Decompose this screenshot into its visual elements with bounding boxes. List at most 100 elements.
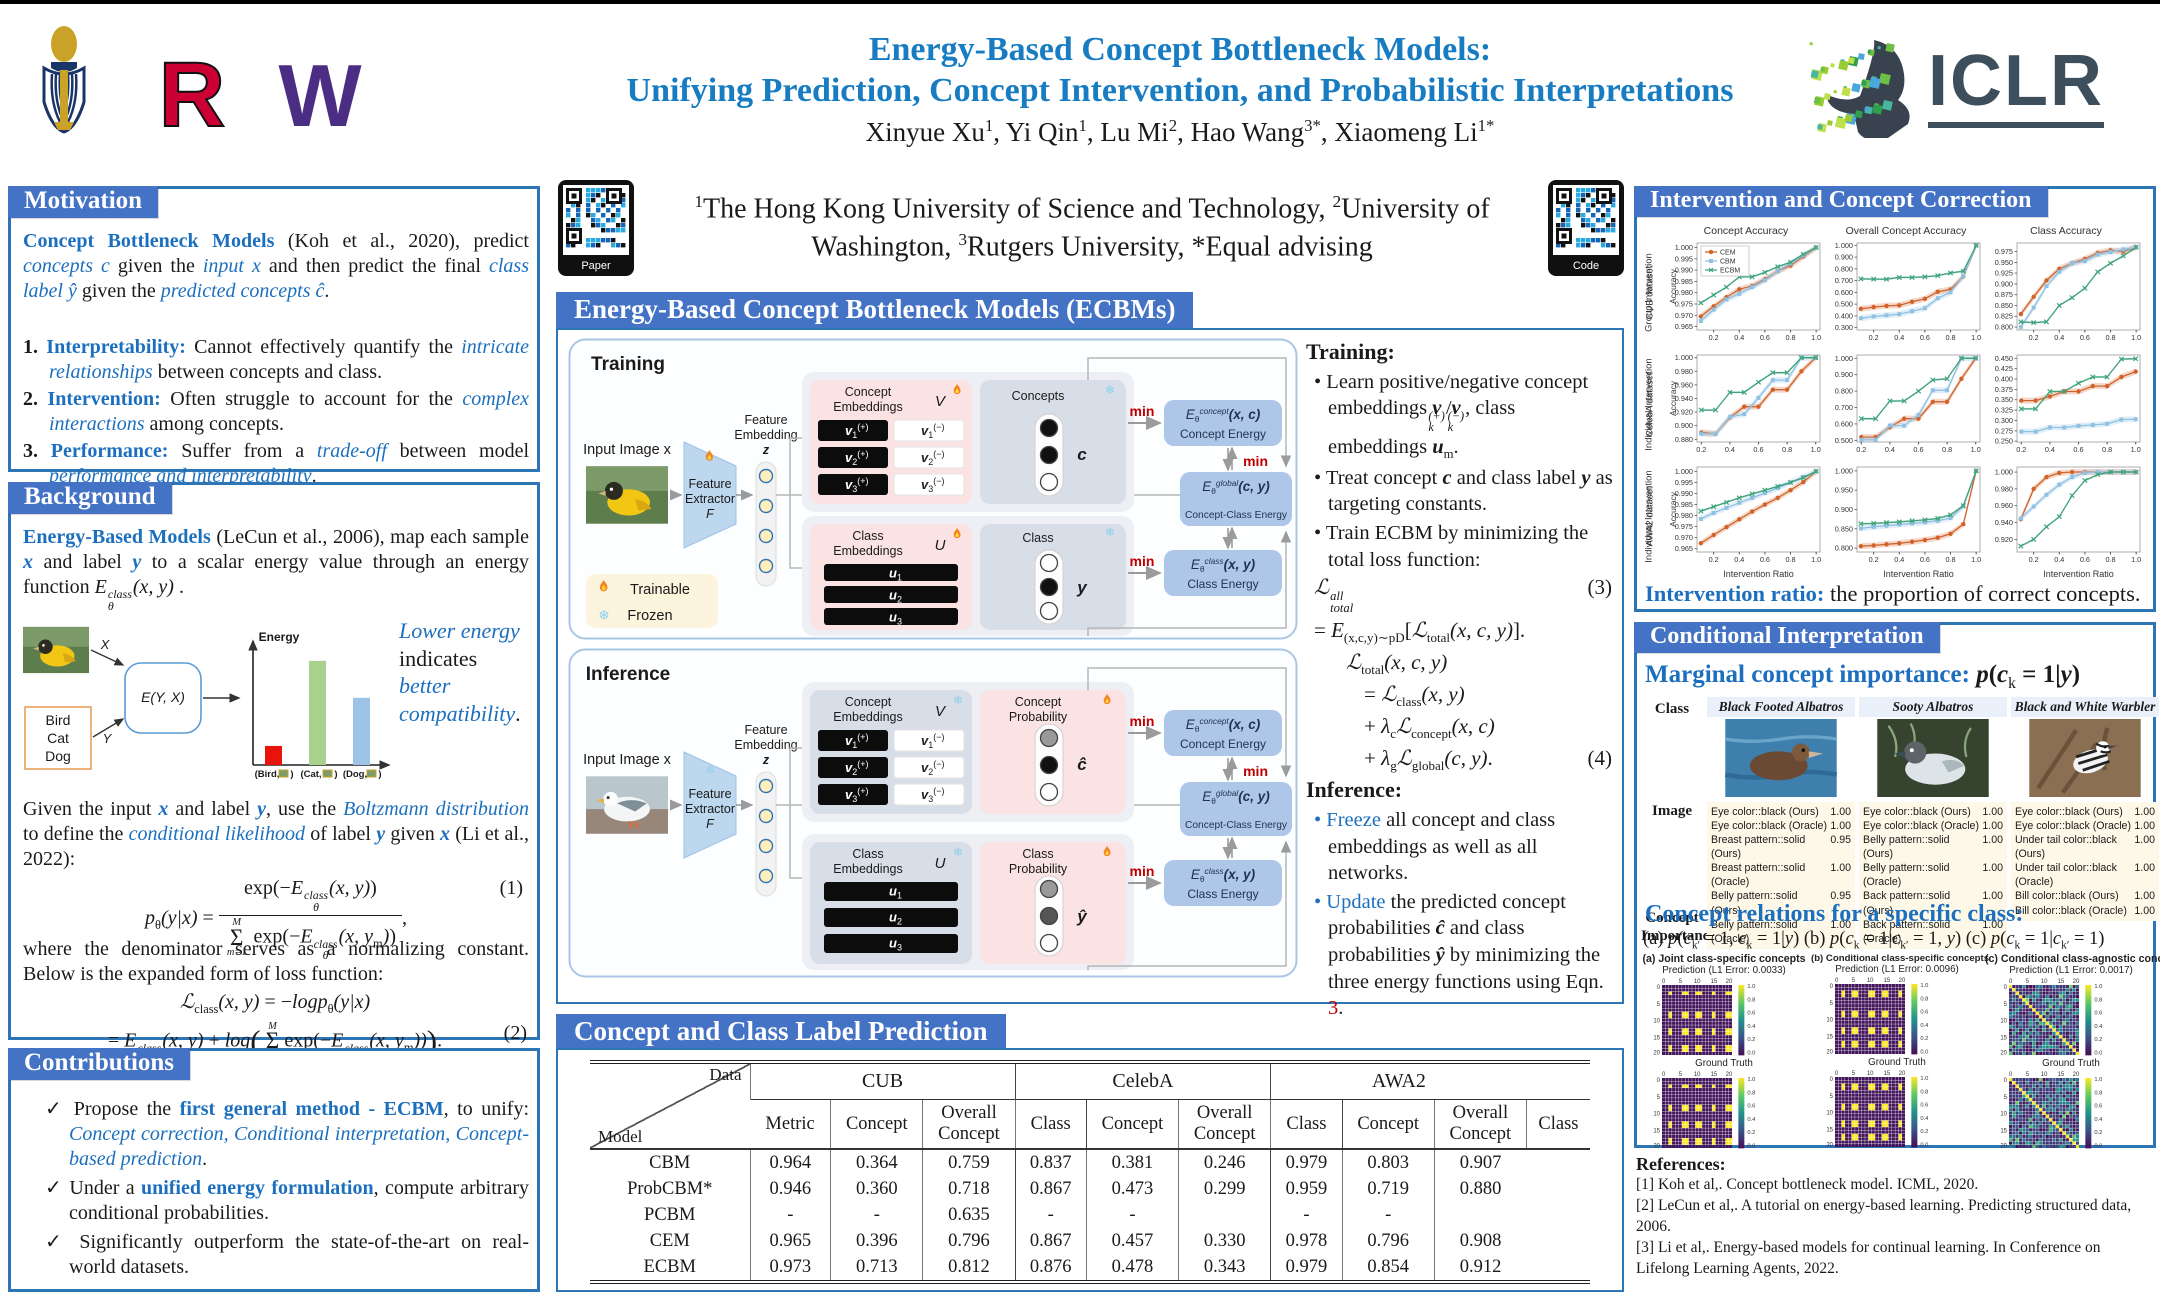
- svg-text:0.6: 0.6: [1920, 1010, 1928, 1016]
- poster-title: Energy-Based Concept Bottleneck Models: …: [560, 30, 1800, 112]
- svg-text:1.0: 1.0: [1747, 984, 1755, 990]
- svg-text:0.0: 0.0: [1920, 1049, 1928, 1055]
- ebm-note: Lower energy indicates better compatibility…: [399, 617, 535, 727]
- svg-text:0.980: 0.980: [1675, 511, 1693, 520]
- svg-text:v1(−): v1(−): [921, 422, 945, 440]
- chart-column-title: Overall Concept Accuracy: [1845, 225, 1967, 237]
- svg-text:0.8: 0.8: [1942, 445, 1952, 454]
- svg-text:0.400: 0.400: [1835, 311, 1853, 320]
- svg-text:15: 15: [1826, 1127, 1833, 1133]
- svg-text:1.0: 1.0: [1971, 333, 1981, 342]
- flame-icon: [1103, 846, 1111, 857]
- svg-text:0.2: 0.2: [2029, 555, 2039, 564]
- svg-text:0.600: 0.600: [1835, 419, 1853, 428]
- energy-bar: [309, 660, 326, 765]
- text-line: Lower energy: [399, 618, 520, 643]
- svg-text:5: 5: [1679, 1072, 1683, 1078]
- svg-text:Eθglobal(c, y): Eθglobal(c, y): [1202, 788, 1270, 806]
- svg-text:Concept Energy: Concept Energy: [1180, 427, 1266, 441]
- text-line: ✓ Propose the first general method - ECB…: [45, 1098, 529, 1170]
- svg-text:0.800: 0.800: [1835, 387, 1853, 396]
- intervention-plot: 0.800 0.850 0.900 0.950 1.000 0.2 0.4 0.6 0.8 1.0…: [1835, 466, 1982, 579]
- energy-bar: [353, 697, 370, 765]
- svg-text:1.0: 1.0: [1811, 555, 1821, 564]
- svg-text:0.2: 0.2: [2094, 1037, 2102, 1043]
- svg-text:Feature: Feature: [688, 787, 731, 801]
- svg-text:0.2: 0.2: [2094, 1130, 2102, 1136]
- conditional-tab: Conditional Interpretation: [1634, 622, 1940, 653]
- marginal-column: Black and White Warbler Eye color::black …: [2011, 697, 2159, 949]
- ground-truth-heatmap: 00 5 5 10 10 15 15 20 20 1.0 0.8 0.6 0.4 0.2 0.0: [2000, 1072, 2103, 1150]
- svg-text:v3(−): v3(−): [921, 786, 945, 804]
- conditional-subtitle: Marginal concept importance: p(ck = 1|y): [1645, 661, 2081, 692]
- svg-text:0.985: 0.985: [1675, 277, 1693, 286]
- intervention-plot: 0.920 0.940 0.960 0.980 1.000 0.2 0.4 0.6 0.8 1.0…: [1995, 466, 2141, 579]
- svg-text:0.425: 0.425: [1995, 364, 2013, 373]
- title-line2: Unifying Prediction, Concept Interventio…: [626, 71, 1734, 109]
- snowflake-icon: ❄: [598, 607, 610, 623]
- svg-text:V: V: [935, 393, 947, 410]
- text-line: compatibility.: [399, 700, 521, 726]
- svg-text:1.0: 1.0: [2094, 1077, 2102, 1083]
- svg-text:v1(+): v1(+): [845, 732, 869, 750]
- svg-text:W: W: [278, 52, 361, 144]
- svg-text:Paper: Paper: [581, 260, 611, 272]
- prediction-heatmap: 00 5 5 10 10 15 15 20 20 1.0 0.8 0.6 0.4 0.2 0.0: [2000, 979, 2103, 1057]
- svg-text:0.6: 0.6: [1913, 445, 1923, 454]
- svg-text:min: min: [1130, 863, 1155, 879]
- intervention-panel: Intervention and Concept Correction Conc…: [1634, 186, 2156, 612]
- svg-text:1.000: 1.000: [1675, 467, 1693, 476]
- svg-text:min: min: [1243, 453, 1268, 469]
- svg-text:1.000: 1.000: [1995, 468, 2013, 477]
- svg-text:0.970: 0.970: [1675, 311, 1693, 320]
- svg-text:0.960: 0.960: [1995, 501, 2013, 510]
- text-line: ℒclass(x, y) = −logpθ(y|x): [179, 989, 371, 1016]
- svg-text:15: 15: [1653, 1128, 1660, 1134]
- svg-text:10: 10: [1694, 979, 1701, 985]
- svg-text:Accuracy: Accuracy: [1669, 491, 1678, 527]
- qr-code-code: Code: [1548, 180, 1624, 276]
- references-list: [1] Koh et al,. Concept bottleneck model…: [1636, 1175, 2156, 1280]
- svg-text:20: 20: [1726, 979, 1733, 985]
- svg-text:Feature: Feature: [744, 723, 787, 737]
- svg-text:v3(+): v3(+): [845, 476, 869, 494]
- svg-text:0: 0: [1657, 1078, 1661, 1084]
- svg-text:20: 20: [1826, 1143, 1833, 1149]
- relations-title: Concept relations for a specific class:: [1645, 901, 2024, 927]
- svg-text:15: 15: [2058, 979, 2065, 985]
- svg-text:Eθconcept(x, c): Eθconcept(x, c): [1186, 716, 1261, 734]
- svg-text:Input Image x: Input Image x: [583, 752, 672, 768]
- svg-text:0.325: 0.325: [1995, 406, 2013, 415]
- marginal-row-label: Concept Importance: [1641, 910, 1716, 944]
- svg-text:0: 0: [1662, 979, 1666, 985]
- svg-text:5: 5: [1657, 1095, 1661, 1101]
- svg-text:15: 15: [1884, 978, 1891, 984]
- svg-text:Class: Class: [1022, 847, 1053, 861]
- svg-text:0.4: 0.4: [1725, 445, 1735, 454]
- svg-text:U: U: [935, 537, 946, 554]
- svg-text:0.965: 0.965: [1675, 322, 1693, 331]
- text-line: + λcℒconcept(x, c): [1364, 714, 1495, 742]
- svg-text:0: 0: [1830, 1077, 1834, 1083]
- svg-text:0.2: 0.2: [1920, 1036, 1928, 1042]
- snowflake-icon: ❄: [953, 693, 963, 707]
- svg-text:0.300: 0.300: [1995, 416, 2013, 425]
- svg-text:0.6: 0.6: [2073, 445, 2083, 454]
- svg-text:0.8: 0.8: [1785, 333, 1795, 342]
- svg-text:5: 5: [2004, 1095, 2008, 1101]
- training-heading: Training:: [1306, 339, 1395, 364]
- ecbm-inference-diagram: Inference Input Image x ❄ Feature Extractor F…: [568, 648, 1298, 983]
- svg-text:0.4: 0.4: [1747, 1024, 1756, 1030]
- svg-text:1.0: 1.0: [2131, 555, 2141, 564]
- intervention-caption: Intervention ratio: the proportion of co…: [1645, 581, 2141, 606]
- svg-text:0.995: 0.995: [1675, 254, 1693, 263]
- svg-text:Concept-Class Energy: Concept-Class Energy: [1185, 510, 1288, 521]
- marginal-column: Black Footed Albatros Eye color::black (O…: [1707, 697, 1855, 949]
- svg-text:0.925: 0.925: [1995, 269, 2013, 278]
- svg-text:ĉ: ĉ: [1077, 755, 1087, 774]
- svg-text:10: 10: [2041, 979, 2048, 985]
- marginal-importance-table: Class Image Concept Importance Black Footed…: [1641, 697, 2159, 949]
- svg-text:0: 0: [2009, 1072, 2013, 1078]
- svg-text:0.8: 0.8: [1920, 1089, 1928, 1095]
